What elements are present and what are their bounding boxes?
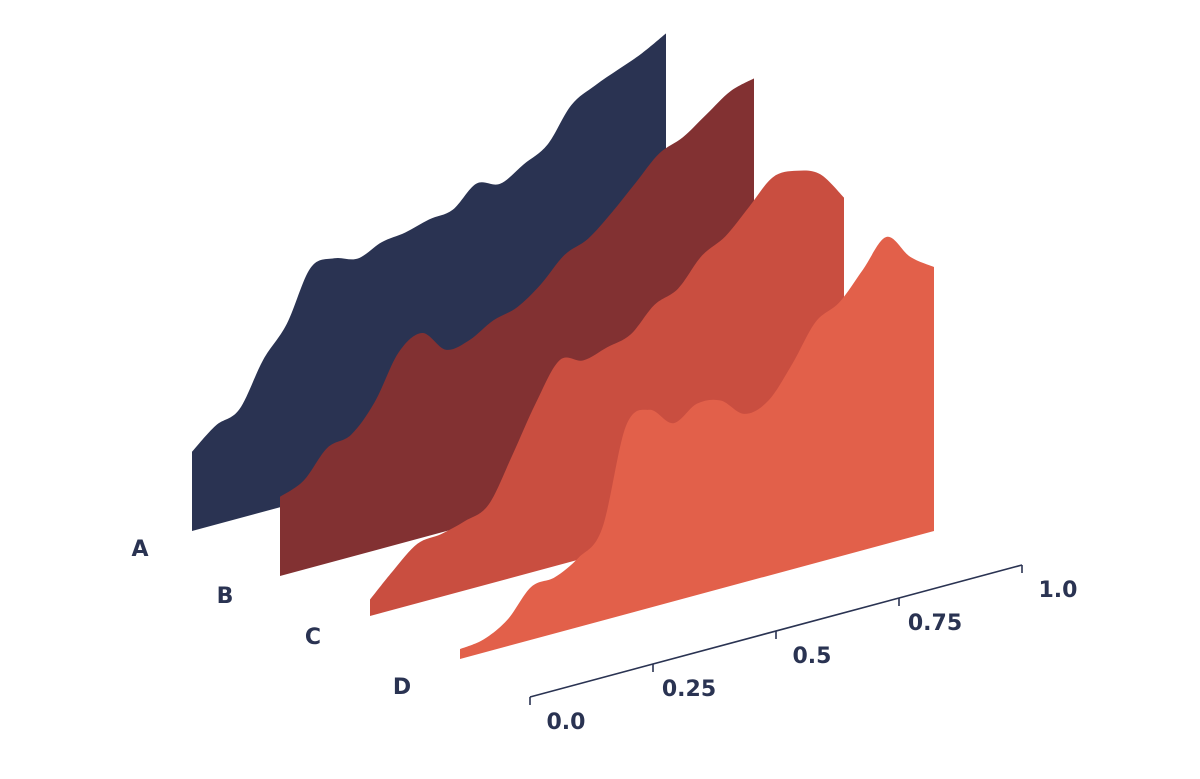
series-label-b: B	[217, 584, 234, 609]
ridge-d	[460, 236, 934, 659]
x-tick-label: 0.25	[662, 677, 716, 702]
ridge-layer	[192, 33, 934, 659]
x-tick-label: 0.0	[547, 710, 586, 735]
x-tick-label: 1.0	[1039, 578, 1078, 603]
series-labels: A B C D	[131, 537, 411, 700]
x-tick-label: 0.5	[793, 644, 832, 669]
x-axis: 0.0 0.25 0.5 0.75 1.0	[529, 564, 1078, 735]
series-label-d: D	[393, 675, 411, 700]
series-label-c: C	[305, 625, 321, 650]
series-label-a: A	[131, 537, 148, 562]
x-tick-label: 0.75	[908, 611, 962, 636]
